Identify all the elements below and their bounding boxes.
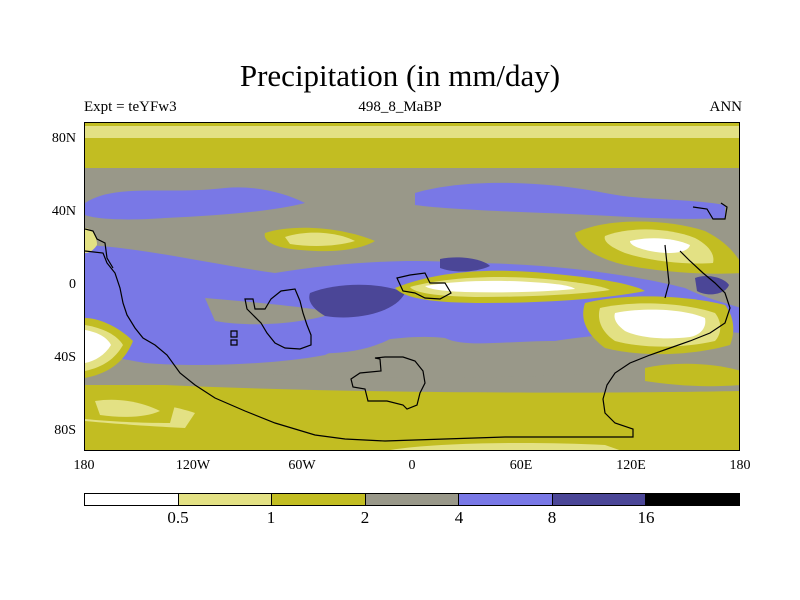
coastline-western-margin <box>85 228 114 269</box>
lon-label-120w: 120W <box>175 458 211 473</box>
field-na-storm-track <box>85 187 305 220</box>
colorbar-segment-0.5-1 <box>178 494 273 505</box>
colorbar-label-4: 4 <box>454 508 464 527</box>
colorbar-label-2: 2 <box>360 508 370 527</box>
field-sw-white <box>85 330 111 363</box>
colorbar-label-0.5: 0.5 <box>167 508 189 527</box>
lat-label-80s: 80S <box>54 423 76 438</box>
colorbar-segment-2-4 <box>365 494 460 505</box>
experiment-label: Expt = teYFw3 <box>84 99 177 115</box>
coastline-west-continent <box>85 250 731 442</box>
field-se-white <box>614 309 706 339</box>
field-pacific-dark-patch <box>695 275 729 295</box>
lon-label-120e: 120E <box>616 458 646 473</box>
field-atlantic-max <box>309 284 405 318</box>
lat-label-40s: 40S <box>54 350 76 365</box>
lon-label-60e: 60E <box>509 458 533 473</box>
lon-label-60w: 60W <box>288 458 316 473</box>
colorbar-label-16: 16 <box>637 508 655 527</box>
field-s-pacific-pale <box>95 399 160 417</box>
lat-label-eq: 0 <box>69 277 76 292</box>
colorbar-segment-1-2 <box>272 494 366 505</box>
field-antarctic-pale <box>390 443 620 450</box>
colorbar-segment-lt-0.5 <box>85 494 179 505</box>
coastline-small-island-b <box>396 272 452 300</box>
coastline-inner-region <box>350 356 426 410</box>
field-arctic-pale <box>85 126 739 138</box>
field-southern-ocean-olive <box>85 385 739 450</box>
lon-label-180e: 180 <box>729 458 751 473</box>
colorbar-label-1: 1 <box>266 508 276 527</box>
coastline-small-island-a <box>230 330 238 346</box>
field-midlat-south-gray <box>165 368 739 393</box>
map-title: Precipitation (in mm/day) <box>239 58 561 93</box>
colorbar-segment-8-16 <box>552 494 647 505</box>
coastline-ne-block <box>664 202 728 299</box>
field-itcz-gray-gap <box>205 298 335 325</box>
colorbar-segment-4-8 <box>459 494 553 505</box>
season-label: ANN <box>709 99 743 115</box>
field-central-blue-lobe <box>285 319 405 354</box>
lon-label-0: 0 <box>408 458 416 473</box>
field-eurasia-storm-track <box>415 182 725 219</box>
lat-label-80n: 80N <box>51 131 76 146</box>
colorbar-segment-gt-16 <box>646 494 740 505</box>
field-nh-pale-patch <box>285 232 355 246</box>
colorbar <box>84 493 740 506</box>
coastline-central-coast <box>244 288 312 350</box>
field-nh-dark-patch <box>440 257 490 272</box>
field-tropical-blue <box>85 245 739 365</box>
precipitation-map <box>84 122 740 451</box>
lat-label-40n: 40N <box>51 204 76 219</box>
field-itcz-dry-core <box>425 280 575 293</box>
period-label: 498_8_MaBP <box>358 99 442 115</box>
field-ne-white <box>630 238 690 253</box>
field-s-indian-olive <box>645 363 739 387</box>
lon-label-180w: 180 <box>73 458 95 473</box>
colorbar-label-8: 8 <box>547 508 557 527</box>
